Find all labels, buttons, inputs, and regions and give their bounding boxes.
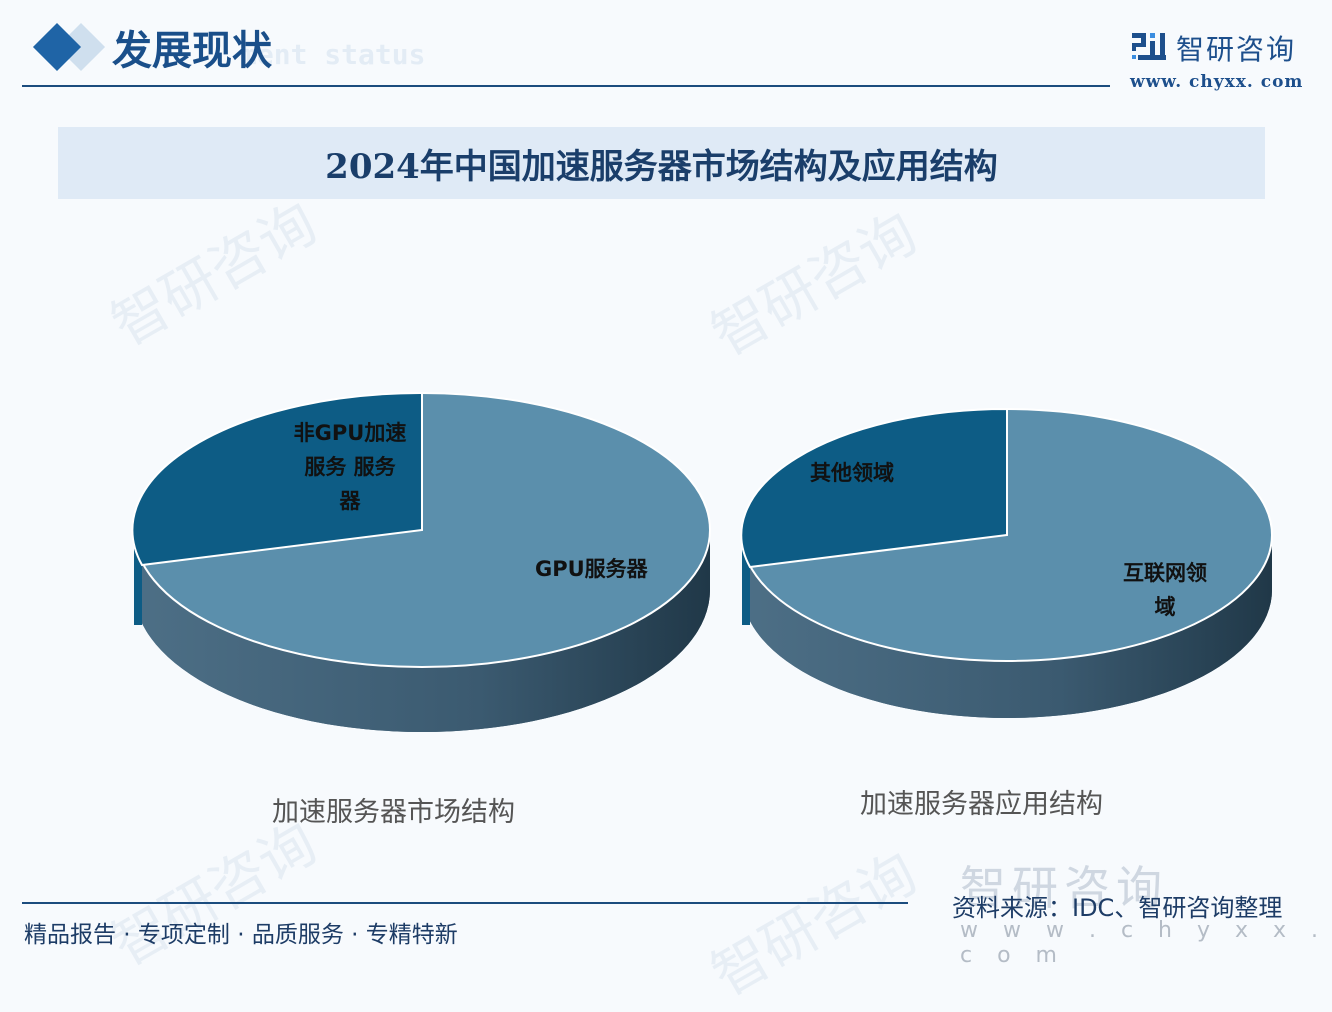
footer-url: w w w . c h y x x . c o m — [960, 918, 1328, 968]
section-title: 发展现状 — [112, 27, 272, 74]
label-line: 服务 服务 — [304, 455, 396, 479]
watermark: 智研咨询 — [101, 190, 328, 359]
label-line: 互联网领 — [1123, 561, 1207, 585]
label-other-fields: 其他领域 — [810, 461, 894, 485]
section-subtitle: ment status — [240, 38, 426, 71]
brand-name: 智研咨询 — [1176, 33, 1297, 66]
label-line: 域 — [1154, 595, 1176, 619]
brand-url: www. chyxx. com — [1130, 72, 1304, 92]
footer-slogan: 精品报告 · 专项定制 · 品质服务 · 专精特新 — [24, 922, 458, 948]
label-line: 非GPU加速 — [293, 421, 407, 445]
label-line: 器 — [339, 489, 361, 513]
pie-chart-application-structure — [740, 407, 1273, 718]
chart-title-banner: 2024年中国加速服务器市场结构及应用结构 — [58, 127, 1265, 199]
chart-title: 2024年中国加速服务器市场结构及应用结构 — [325, 146, 998, 187]
caption-application-structure: 加速服务器应用结构 — [860, 789, 1103, 820]
watermark: 智研咨询 — [701, 840, 928, 1009]
caption-market-structure: 加速服务器市场结构 — [272, 797, 515, 828]
footer-watermark-brand: 智研咨询 — [960, 861, 1168, 915]
footer-divider — [22, 902, 908, 904]
brand-logo: 智研咨询 — [1132, 28, 1296, 68]
brand-mark-icon — [1132, 33, 1166, 63]
pie-chart-market-structure — [131, 391, 711, 732]
slice-other-fields — [740, 407, 1008, 569]
label-non-gpu-server: 非GPU加速 服务 服务 器 — [280, 416, 420, 518]
watermark: 智研咨询 — [701, 200, 928, 369]
label-internet: 互联网领 域 — [1100, 556, 1230, 624]
data-source: 资料来源：IDC、智研咨询整理 — [952, 894, 1283, 922]
label-gpu-server: GPU服务器 — [535, 557, 648, 581]
slice-non-gpu-server — [131, 391, 423, 567]
header-divider — [22, 85, 1110, 87]
